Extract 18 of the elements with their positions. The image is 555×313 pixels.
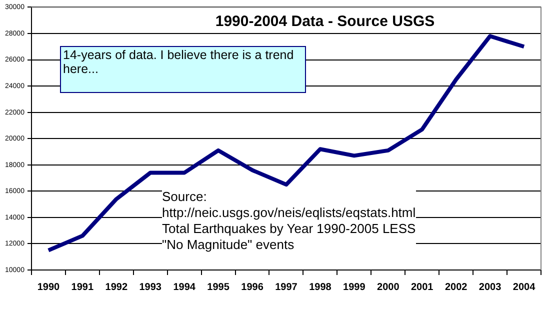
x-tick-label: 1998 bbox=[309, 282, 332, 293]
annotation: 14-years of data. I believe there is a trend here... bbox=[60, 46, 306, 93]
x-tick-label: 1994 bbox=[173, 282, 196, 293]
annotation: Source: http://neic.usgs.gov/neis/eqlists/eqstats.html Total Earthquakes by Year 1990-2005 LESS "No Magnitude" events bbox=[162, 189, 416, 253]
x-tick-label: 2000 bbox=[377, 282, 400, 293]
x-tick-label: 2002 bbox=[444, 282, 468, 293]
x-tick-label: 2004 bbox=[512, 282, 536, 293]
chart-title: 1990-2004 Data - Source USGS bbox=[214, 13, 436, 30]
x-tick-label: 1995 bbox=[207, 282, 230, 293]
x-tick-label: 1991 bbox=[71, 282, 94, 293]
x-tick-label: 1996 bbox=[241, 282, 264, 293]
x-tick-label: 1997 bbox=[275, 282, 298, 293]
x-tick-label: 2003 bbox=[478, 282, 502, 293]
x-tick-label: 1999 bbox=[343, 282, 366, 293]
x-tick-label: 1992 bbox=[105, 282, 128, 293]
x-tick-label: 1990 bbox=[37, 282, 60, 293]
x-tick-label: 1993 bbox=[139, 282, 162, 293]
x-tick-label: 2001 bbox=[410, 282, 434, 293]
